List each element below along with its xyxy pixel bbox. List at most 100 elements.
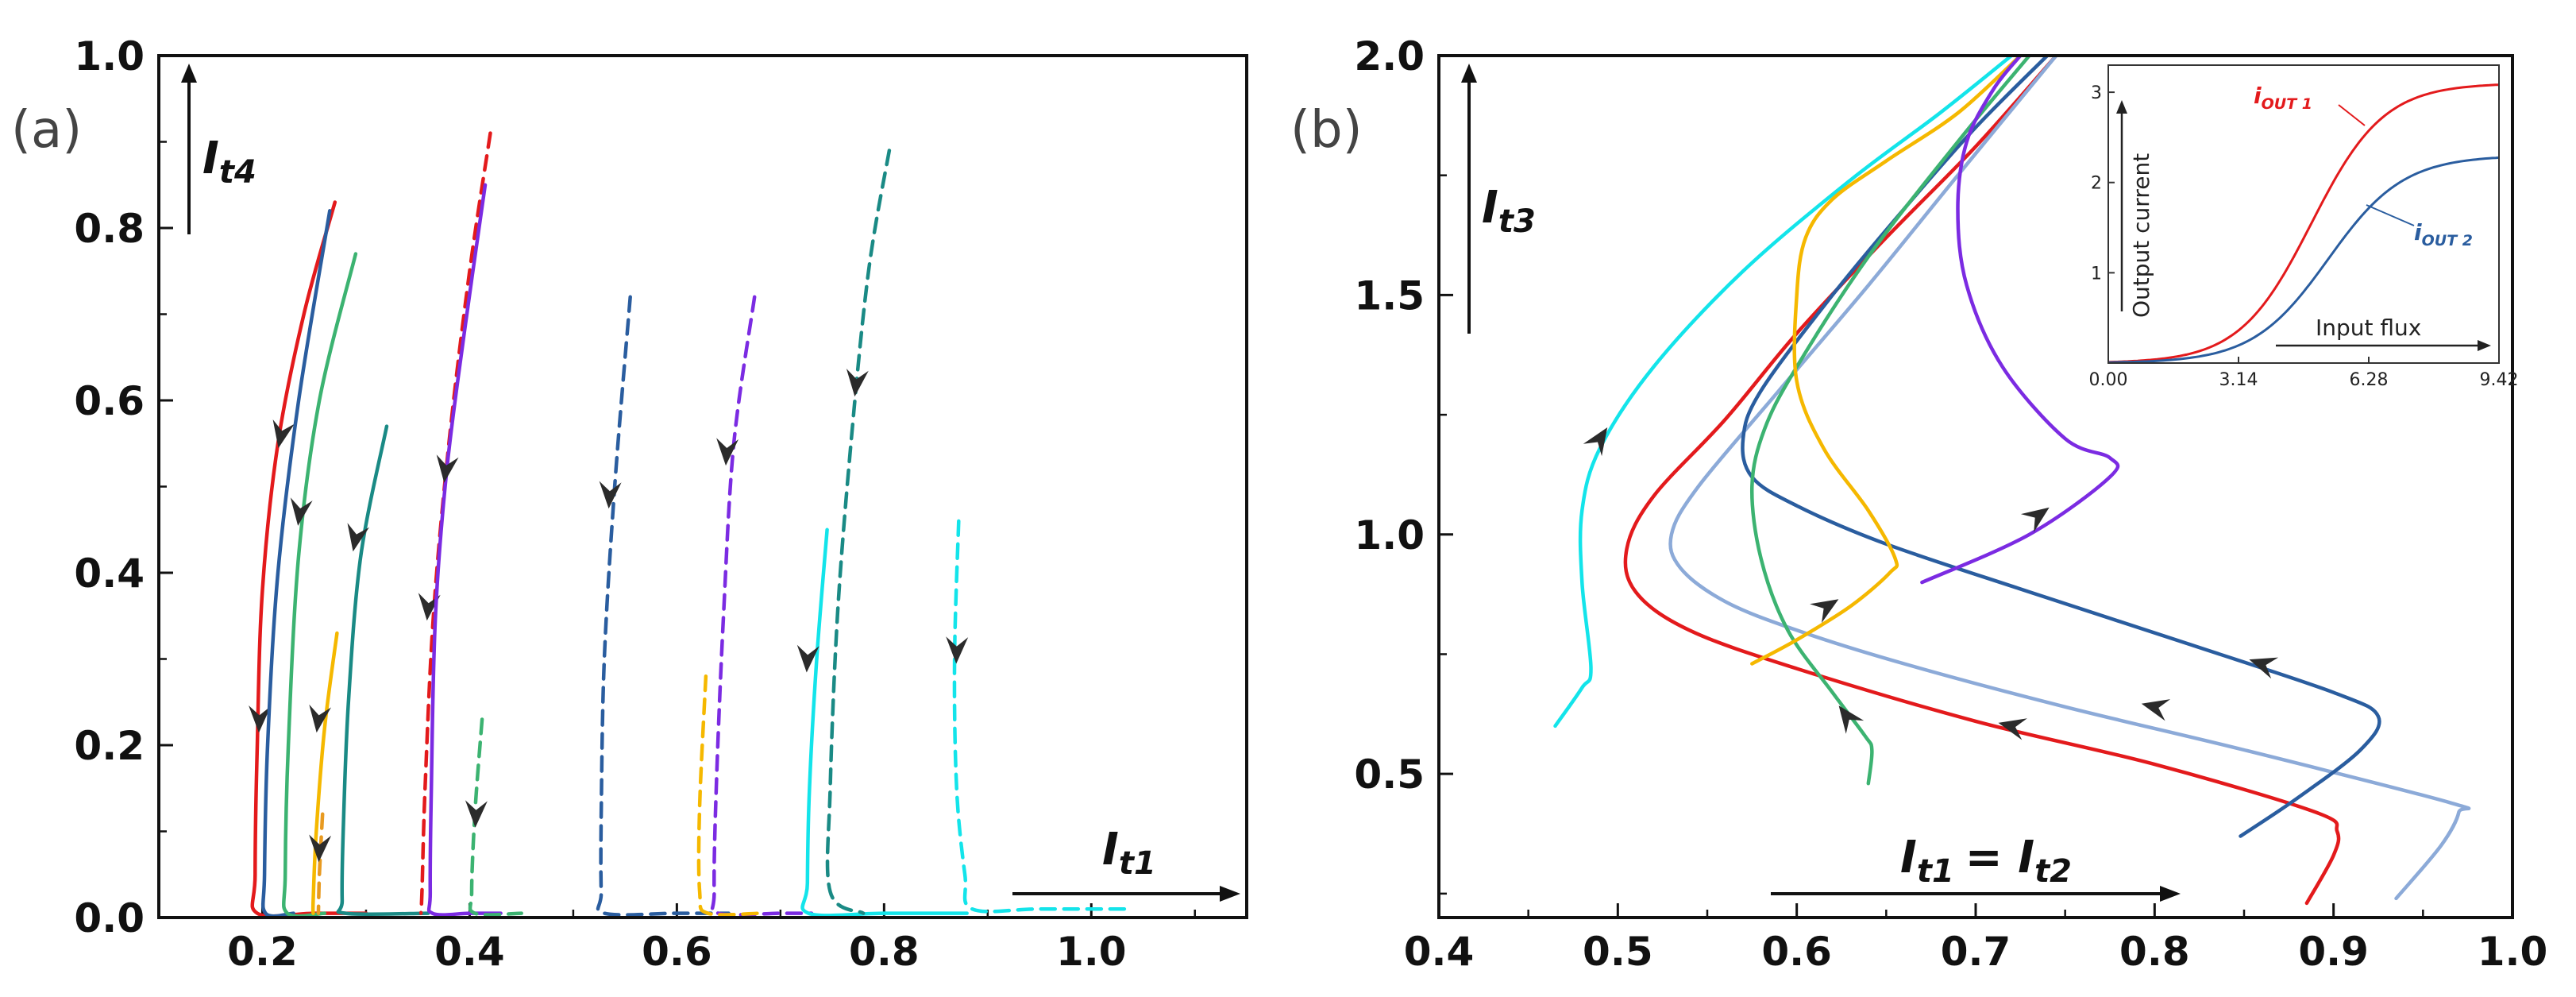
panel-b-ytick-label: 1.5 xyxy=(1354,272,1425,319)
panel-a-series-orange xyxy=(310,631,339,915)
panel-a-ylabel-sub: t4 xyxy=(219,154,256,191)
inset-xtick-label: 0.00 xyxy=(2089,370,2128,390)
inset-frame xyxy=(2107,64,2500,364)
inset-leader-iout1 xyxy=(2338,104,2366,126)
panel-a-arrow-teal-dash xyxy=(846,369,869,397)
panel-a-series-cyan-dash xyxy=(952,519,1135,914)
panel-a-ytick-label: 0.6 xyxy=(74,378,145,424)
inset-series xyxy=(2107,83,2500,364)
panel-a-series-teal xyxy=(336,424,430,917)
inset-label-iout1: iOUT 1 xyxy=(2254,83,2312,113)
panel-a-xtick-label: 0.6 xyxy=(642,929,712,975)
panel-a-arrow-violet xyxy=(436,454,459,483)
panel-a-xtick-label: 0.2 xyxy=(227,929,298,975)
panel-a-series-orange-dash xyxy=(316,812,325,915)
panel-a-arrow-orange xyxy=(309,704,331,733)
panel-a-ylabel-main: I xyxy=(202,133,219,184)
panel-a-series-green-dash xyxy=(468,717,523,917)
panel-b-series-orange xyxy=(1750,56,2023,666)
inset-label-iout2-main: i xyxy=(2414,219,2422,245)
inset-label-iout2-sub: OUT 2 xyxy=(2422,232,2473,249)
panel-b-series xyxy=(1553,56,2471,906)
panel-a-arrow-green xyxy=(290,497,313,526)
panel-a-xtick-label: 0.4 xyxy=(434,929,505,975)
panel-b-series-cyan xyxy=(1553,56,2014,728)
panel-a-series-red xyxy=(250,200,368,918)
inset-xtick-label: 6.28 xyxy=(2350,370,2389,390)
panel-a-xlabel-main: I xyxy=(1102,824,1119,875)
panel-a-series-blue-dash xyxy=(596,295,731,917)
panel-b-ylabel: It3 xyxy=(1482,182,1536,240)
panel-a-arrow-teal xyxy=(347,523,369,552)
inset-ylabel: Output current xyxy=(2128,153,2154,318)
panel-b-xtick-label: 0.6 xyxy=(1761,929,1832,975)
panel-a-ylabel-arrowhead xyxy=(181,64,197,83)
panel-b-xtick-label: 0.8 xyxy=(2119,929,2190,975)
panel-a-ytick-label: 0.2 xyxy=(74,723,145,769)
panel-a-arrow-green-dash xyxy=(465,800,488,828)
panel-b-ytick-label: 1.0 xyxy=(1354,512,1425,558)
panel-a: (a) 0.2 0.4 0.6 0.8 1.0 0.0 0.2 0.4 0.6 0.8 1.0 It… xyxy=(11,33,1248,975)
inset-background xyxy=(2108,65,2499,363)
panel-a-xtick-label: 0.8 xyxy=(849,929,920,975)
panel-a-series-violet-dash xyxy=(710,295,814,917)
panel-a-ylabel: It4 xyxy=(202,133,256,191)
inset-label-iout2: iOUT 2 xyxy=(2414,219,2473,249)
panel-a-ytick-label: 0.0 xyxy=(74,895,145,941)
inset-series-i_OUT-1 xyxy=(2107,83,2500,364)
panel-b-arrow-green xyxy=(1838,705,1865,734)
panel-a-ytick-label: 0.8 xyxy=(74,206,145,252)
panel-b-arrow-orange xyxy=(1810,599,1839,624)
inset-label-iout1-sub: OUT 1 xyxy=(2262,95,2312,113)
panel-b-frame xyxy=(1437,54,2514,919)
panel-a-xlabel: It1 xyxy=(1102,824,1156,882)
panel-b-xlabel-main: I xyxy=(1900,832,1917,883)
inset-ytick-label: 3 xyxy=(2091,83,2102,103)
panel-a-arrow-red xyxy=(249,705,272,733)
panel-b-xtick-label: 1.0 xyxy=(2478,929,2548,975)
panel-b-xlabel-sub2: t2 xyxy=(2034,853,2072,890)
panel-b-series-violet xyxy=(1920,56,2120,585)
panel-b-xlabel: It1 = It2 xyxy=(1900,832,2072,890)
panel-b-xtick-label: 0.7 xyxy=(1941,929,2011,975)
panel-a-xlabel-sub: t1 xyxy=(1119,845,1156,882)
panel-a-series-blue xyxy=(260,209,332,918)
panel-a-xlabel-arrowhead xyxy=(1220,886,1240,902)
panel-a-arrow-cyan-dash xyxy=(946,636,969,664)
panel-b-ticks: 0.4 0.5 0.6 0.7 0.8 0.9 1.0 0.5 1.0 1.5 2.0 xyxy=(1354,33,2547,975)
panel-b-arrow-blue xyxy=(2249,657,2279,679)
inset-label-iout1-main: i xyxy=(2254,83,2262,109)
panel-a-series-violet xyxy=(426,183,503,917)
panel-a-series-orange-dash-2 xyxy=(696,674,762,917)
panel-b-xtick-label: 0.9 xyxy=(2298,929,2369,975)
panel-b-arrow-red xyxy=(1998,718,2027,740)
panel-b-ylabel-arrowhead xyxy=(1461,64,1477,83)
inset-ytick-label: 1 xyxy=(2091,264,2102,284)
panel-b-xlabel-eq: = I xyxy=(1965,832,2034,883)
inset-xlabel: Input flux xyxy=(2316,315,2421,341)
inset-xlabel-arrowhead xyxy=(2478,340,2491,351)
inset-series-i_OUT-2 xyxy=(2108,156,2500,364)
inset-ytick-label: 2 xyxy=(2091,174,2102,194)
panel-a-series-cyan xyxy=(800,527,969,918)
panel-a-arrow-cyan xyxy=(796,644,819,673)
panel-a-ytick-label: 0.4 xyxy=(74,551,145,597)
panel-a-arrow-orange-dash xyxy=(309,834,332,863)
panel-b-ylabel-main: I xyxy=(1482,182,1498,234)
panel-a-ticks: 0.2 0.4 0.6 0.8 1.0 0.0 0.2 0.4 0.6 0.8 1.0 xyxy=(74,33,1197,975)
inset-chart: 0.00 3.14 6.28 9.42 1 2 3 Output current Input… xyxy=(2089,64,2519,390)
panel-b-xtick-label: 0.5 xyxy=(1583,929,1653,975)
panel-b-xlabel-sub: t1 xyxy=(1917,853,1954,890)
panel-a-label: (a) xyxy=(11,101,82,160)
panel-b-ytick-label: 0.5 xyxy=(1354,752,1425,798)
panel-a-series-green xyxy=(282,252,358,918)
panel-a-series-teal-dash xyxy=(825,149,892,915)
panel-a-ytick-label: 1.0 xyxy=(74,33,145,79)
panel-b-series-blue xyxy=(1741,56,2381,838)
panel-a-arrow-violet-dash xyxy=(716,438,738,466)
inset-xtick-label: 9.42 xyxy=(2480,370,2519,390)
panel-b-arrow-violet xyxy=(2020,507,2050,532)
panel-a-frame xyxy=(157,54,1248,919)
panel-a-xtick-label: 1.0 xyxy=(1056,929,1127,975)
panel-b-arrow-cyan xyxy=(1583,427,1608,457)
